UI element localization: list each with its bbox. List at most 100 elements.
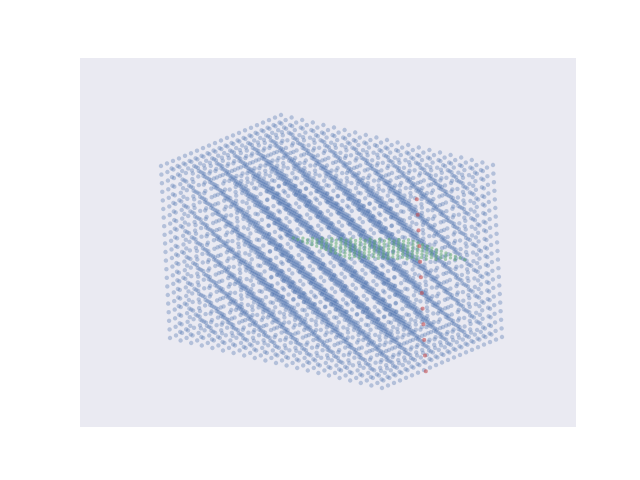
lattice-point <box>437 308 442 314</box>
lattice-point <box>210 231 215 236</box>
lattice-point <box>478 248 484 254</box>
lattice-point <box>333 274 338 279</box>
lattice-point <box>315 306 320 311</box>
lattice-point <box>430 274 435 280</box>
lattice-point <box>209 309 214 314</box>
lattice-point <box>391 163 396 168</box>
lattice-point <box>381 202 386 207</box>
lattice-point <box>184 254 189 260</box>
lattice-point <box>432 242 437 247</box>
lattice-point <box>480 316 485 321</box>
lattice-point <box>314 283 319 289</box>
lattice-point <box>250 246 255 251</box>
lattice-point <box>388 150 393 155</box>
lattice-point <box>319 188 324 193</box>
lattice-point <box>481 177 486 182</box>
lattice-point <box>267 212 272 217</box>
lattice-point <box>347 231 353 236</box>
lattice-point <box>180 216 185 221</box>
lattice-point <box>460 181 465 186</box>
lattice-point <box>243 155 248 161</box>
lattice-point <box>364 283 369 288</box>
lattice-point <box>369 188 374 193</box>
lattice-point <box>430 202 436 207</box>
lattice-point <box>276 270 281 275</box>
lattice-point <box>372 206 377 211</box>
lattice-point <box>218 163 223 168</box>
lattice-point <box>191 202 196 208</box>
lattice-point <box>385 155 391 160</box>
lattice-point <box>238 270 243 276</box>
lattice-point <box>173 201 178 207</box>
lattice-point <box>315 158 320 164</box>
lattice-point <box>326 292 331 298</box>
lattice-point <box>401 271 406 276</box>
lattice-point <box>219 155 225 160</box>
sheet-point <box>358 240 362 244</box>
lattice-point <box>351 271 356 276</box>
lattice-point <box>217 235 223 240</box>
lattice-point <box>243 212 248 217</box>
lattice-point <box>281 225 287 230</box>
lattice-point <box>257 166 262 171</box>
lattice-point <box>450 329 455 334</box>
lattice-point <box>235 205 240 210</box>
lattice-point <box>377 334 382 339</box>
lattice-point <box>377 204 383 209</box>
sheet-point <box>343 251 347 255</box>
lattice-point <box>423 193 428 198</box>
lattice-point <box>316 370 321 376</box>
lattice-point <box>257 250 263 255</box>
lattice-point <box>296 168 301 173</box>
lattice-point <box>383 225 389 231</box>
lattice-point <box>209 317 215 323</box>
lattice-point <box>303 130 308 135</box>
lattice-point <box>270 320 275 325</box>
lattice-point <box>235 328 240 333</box>
lattice-point <box>191 325 197 330</box>
lattice-point <box>294 357 299 362</box>
lattice-point <box>228 176 233 181</box>
lattice-point <box>297 314 302 319</box>
lattice-point <box>356 170 361 176</box>
lattice-point <box>318 213 324 218</box>
lattice-point <box>304 122 309 128</box>
lattice-point <box>282 190 288 195</box>
lattice-point <box>314 308 319 313</box>
lattice-point <box>368 366 373 371</box>
lattice-point <box>218 263 223 268</box>
lattice-point <box>354 375 359 381</box>
lattice-point <box>288 254 294 259</box>
lattice-point <box>236 278 241 283</box>
lattice-point <box>432 345 438 351</box>
lattice-point <box>428 329 434 335</box>
lattice-point <box>388 159 393 164</box>
lattice-point <box>273 246 279 251</box>
lattice-point <box>274 193 279 199</box>
lattice-point <box>245 240 251 246</box>
lattice-point <box>290 160 296 165</box>
lattice-point <box>469 224 474 229</box>
lattice-point <box>267 135 273 140</box>
lattice-point <box>324 330 329 335</box>
lattice-point <box>244 287 249 292</box>
lattice-point <box>251 338 257 343</box>
lattice-point <box>316 284 321 290</box>
lattice-point <box>379 224 384 229</box>
lattice-point <box>342 161 347 166</box>
lattice-point <box>177 312 182 317</box>
lattice-point <box>456 318 461 323</box>
lattice-point <box>268 138 273 143</box>
lattice-point <box>282 315 287 320</box>
lattice-point <box>302 299 307 304</box>
lattice-point <box>354 222 359 228</box>
lattice-point <box>437 183 443 189</box>
lattice-point <box>238 156 243 161</box>
lattice-point <box>423 274 428 279</box>
lattice-point <box>325 208 331 214</box>
lattice-point <box>288 178 294 183</box>
lattice-point <box>456 299 461 304</box>
lattice-point <box>297 264 303 269</box>
lattice-point <box>358 180 364 185</box>
lattice-point <box>280 294 285 300</box>
